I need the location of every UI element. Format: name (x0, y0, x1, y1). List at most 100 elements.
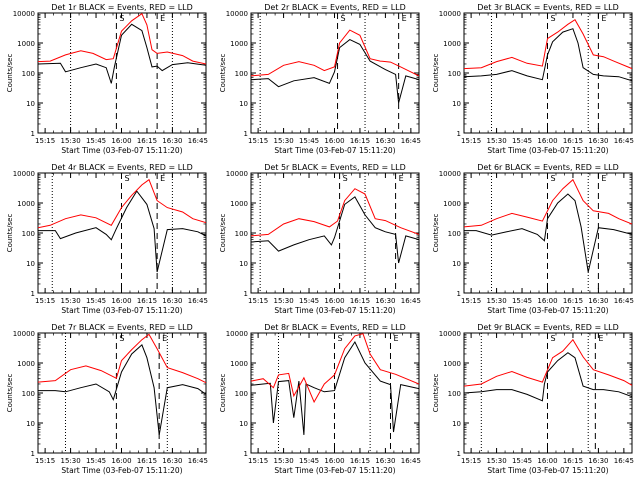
y-tick-label: 1 (31, 450, 35, 458)
x-tick-label: 16:45 (401, 137, 421, 145)
panel-det-1: Det 1r BLACK = Events, RED = LLD 1 10 100 10… (6, 3, 208, 155)
series-line-lld (464, 18, 632, 70)
y-tick-label: 10 (26, 260, 35, 268)
start-marker-label: S (124, 174, 129, 183)
series-line-lld (251, 333, 419, 404)
x-tick-label: 16:00 (537, 297, 557, 305)
x-tick-label: 15:45 (512, 297, 532, 305)
series-line-lld (251, 188, 419, 237)
x-tick-label: 15:30 (60, 457, 80, 465)
x-tick-label: 16:15 (563, 297, 583, 305)
y-tick-label: 10000 (439, 10, 461, 18)
series-line-events (464, 352, 632, 402)
y-axis-label: Counts/sec (219, 54, 227, 93)
start-marker-label: S (337, 334, 342, 343)
x-tick-label: 16:45 (614, 297, 634, 305)
end-marker-label: E (601, 174, 606, 183)
panel-title: Det 1r BLACK = Events, RED = LLD (51, 3, 193, 12)
y-tick-label: 10000 (13, 330, 35, 338)
y-tick-label: 10 (452, 420, 461, 428)
x-tick-label: 15:30 (273, 137, 293, 145)
y-tick-label: 10000 (13, 10, 35, 18)
series-line-events (38, 190, 206, 273)
y-tick-label: 10000 (439, 170, 461, 178)
x-tick-label: 16:30 (162, 457, 182, 465)
y-tick-label: 100 (448, 390, 461, 398)
x-tick-label: 16:30 (375, 297, 395, 305)
y-tick-label: 1000 (443, 200, 461, 208)
x-tick-label: 16:30 (375, 137, 395, 145)
x-tick-label: 15:45 (86, 457, 106, 465)
y-tick-label: 10000 (226, 10, 248, 18)
y-axis-label: Counts/sec (432, 54, 440, 93)
x-tick-label: 15:45 (299, 297, 319, 305)
panel-title: Det 3r BLACK = Events, RED = LLD (477, 3, 619, 12)
y-tick-label: 100 (448, 230, 461, 238)
x-tick-label: 16:30 (162, 297, 182, 305)
end-marker-label: E (399, 174, 404, 183)
y-axis-label: Counts/sec (6, 374, 14, 413)
series-line-events (251, 39, 419, 104)
plot-frame (250, 332, 420, 454)
x-tick-label: 16:45 (188, 137, 208, 145)
series-line-events (251, 196, 419, 264)
x-tick-label: 15:30 (60, 297, 80, 305)
start-marker-label: S (341, 14, 346, 23)
plot-frame (250, 172, 420, 294)
x-tick-label: 15:15 (461, 457, 481, 465)
series-line-lld (38, 333, 206, 384)
y-axis-label: Counts/sec (6, 214, 14, 253)
series-line-events (38, 344, 206, 435)
x-tick-label: 16:15 (563, 137, 583, 145)
y-tick-label: 1000 (230, 40, 248, 48)
y-tick-label: 100 (22, 70, 35, 78)
y-tick-label: 100 (448, 70, 461, 78)
panel-title: Det 8r BLACK = Events, RED = LLD (264, 323, 406, 332)
panel-title: Det 9r BLACK = Events, RED = LLD (477, 323, 619, 332)
start-marker-label: S (550, 174, 555, 183)
y-tick-label: 1000 (443, 40, 461, 48)
x-tick-label: 16:45 (614, 457, 634, 465)
y-tick-label: 1000 (17, 200, 35, 208)
y-tick-label: 1000 (17, 40, 35, 48)
x-tick-label: 16:15 (350, 297, 370, 305)
y-tick-label: 10 (26, 100, 35, 108)
panel-det-9: Det 9r BLACK = Events, RED = LLD 1 10 100 10… (432, 323, 634, 475)
panel-det-7: Det 7r BLACK = Events, RED = LLD 1 10 100 10… (6, 323, 208, 475)
x-tick-label: 15:45 (86, 297, 106, 305)
y-tick-label: 1000 (443, 360, 461, 368)
panel-det-3: Det 3r BLACK = Events, RED = LLD 1 10 100 10… (432, 3, 634, 155)
start-marker-label: S (119, 14, 124, 23)
x-tick-label: 15:15 (461, 137, 481, 145)
x-tick-label: 15:15 (35, 137, 55, 145)
series-line-events (38, 23, 206, 84)
y-tick-label: 10 (239, 260, 248, 268)
plot-frame (463, 172, 633, 294)
x-tick-label: 15:15 (461, 297, 481, 305)
end-marker-label: E (402, 14, 407, 23)
y-tick-label: 10 (452, 260, 461, 268)
x-tick-label: 15:30 (273, 297, 293, 305)
y-tick-label: 1 (244, 130, 248, 138)
x-tick-label: 16:00 (111, 137, 131, 145)
y-tick-label: 10000 (226, 170, 248, 178)
x-tick-label: 15:45 (512, 137, 532, 145)
y-tick-label: 10000 (439, 330, 461, 338)
start-marker-label: S (343, 174, 348, 183)
x-tick-label: 16:30 (588, 137, 608, 145)
panel-det-4: Det 4r BLACK = Events, RED = LLD 1 10 100 10… (6, 163, 208, 315)
panel-det-5: Det 5r BLACK = Events, RED = LLD 1 10 100 10… (219, 163, 421, 315)
y-tick-label: 1000 (230, 200, 248, 208)
y-tick-label: 10000 (226, 330, 248, 338)
x-axis-label: Start Time (03-Feb-07 15:11:20) (274, 146, 395, 155)
y-axis-label: Counts/sec (6, 54, 14, 93)
series-line-lld (38, 178, 206, 229)
y-axis-label: Counts/sec (432, 374, 440, 413)
series-line-lld (251, 29, 419, 77)
panel-title: Det 2r BLACK = Events, RED = LLD (264, 3, 406, 12)
y-tick-label: 10 (239, 420, 248, 428)
series-line-events (464, 28, 632, 82)
x-tick-label: 16:30 (162, 137, 182, 145)
y-tick-label: 1 (31, 130, 35, 138)
x-tick-label: 16:30 (588, 297, 608, 305)
